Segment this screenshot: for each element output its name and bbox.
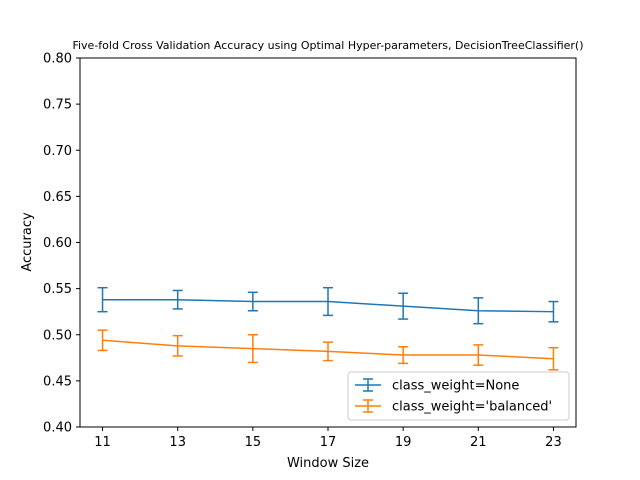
y-tick-label: 0.45	[43, 374, 72, 389]
series-1	[97, 286, 559, 325]
series-layer	[97, 286, 559, 371]
legend-item: class_weight='balanced'	[355, 399, 552, 415]
y-tick-label: 0.55	[43, 282, 72, 297]
y-tick-label: 0.60	[43, 236, 72, 251]
y-tick-label: 0.40	[43, 421, 72, 436]
y-tick-label: 0.65	[43, 190, 72, 205]
x-tick-label: 11	[94, 435, 111, 450]
x-tick-label: 13	[169, 435, 186, 450]
x-tick-label: 21	[470, 435, 487, 450]
series-line	[102, 339, 554, 360]
x-axis: 11 13 15 17 19 21 23	[94, 427, 562, 450]
series-2	[97, 329, 559, 371]
y-axis-label: Accuracy	[20, 212, 35, 272]
y-tick-label: 0.80	[43, 52, 72, 67]
y-tick-label: 0.75	[43, 98, 72, 113]
series-line	[102, 298, 554, 313]
x-tick-label: 23	[545, 435, 562, 450]
y-tick-label: 0.50	[43, 328, 72, 343]
x-axis-label: Window Size	[287, 456, 369, 471]
x-tick-label: 19	[395, 435, 412, 450]
legend-item: class_weight=None	[355, 378, 519, 394]
y-axis: 0.40 0.45 0.50 0.55 0.60 0.65 0.70 0.75 0.80	[43, 52, 80, 436]
legend: class_weight=None class_weight='balanced'	[347, 371, 570, 421]
y-tick-label: 0.70	[43, 144, 72, 159]
legend-label: class_weight='balanced'	[392, 400, 552, 415]
x-tick-label: 17	[320, 435, 337, 450]
chart-title: Five-fold Cross Validation Accuracy usin…	[72, 39, 583, 52]
legend-label: class_weight=None	[392, 379, 519, 394]
x-tick-label: 15	[245, 435, 262, 450]
legend-box	[347, 371, 570, 421]
